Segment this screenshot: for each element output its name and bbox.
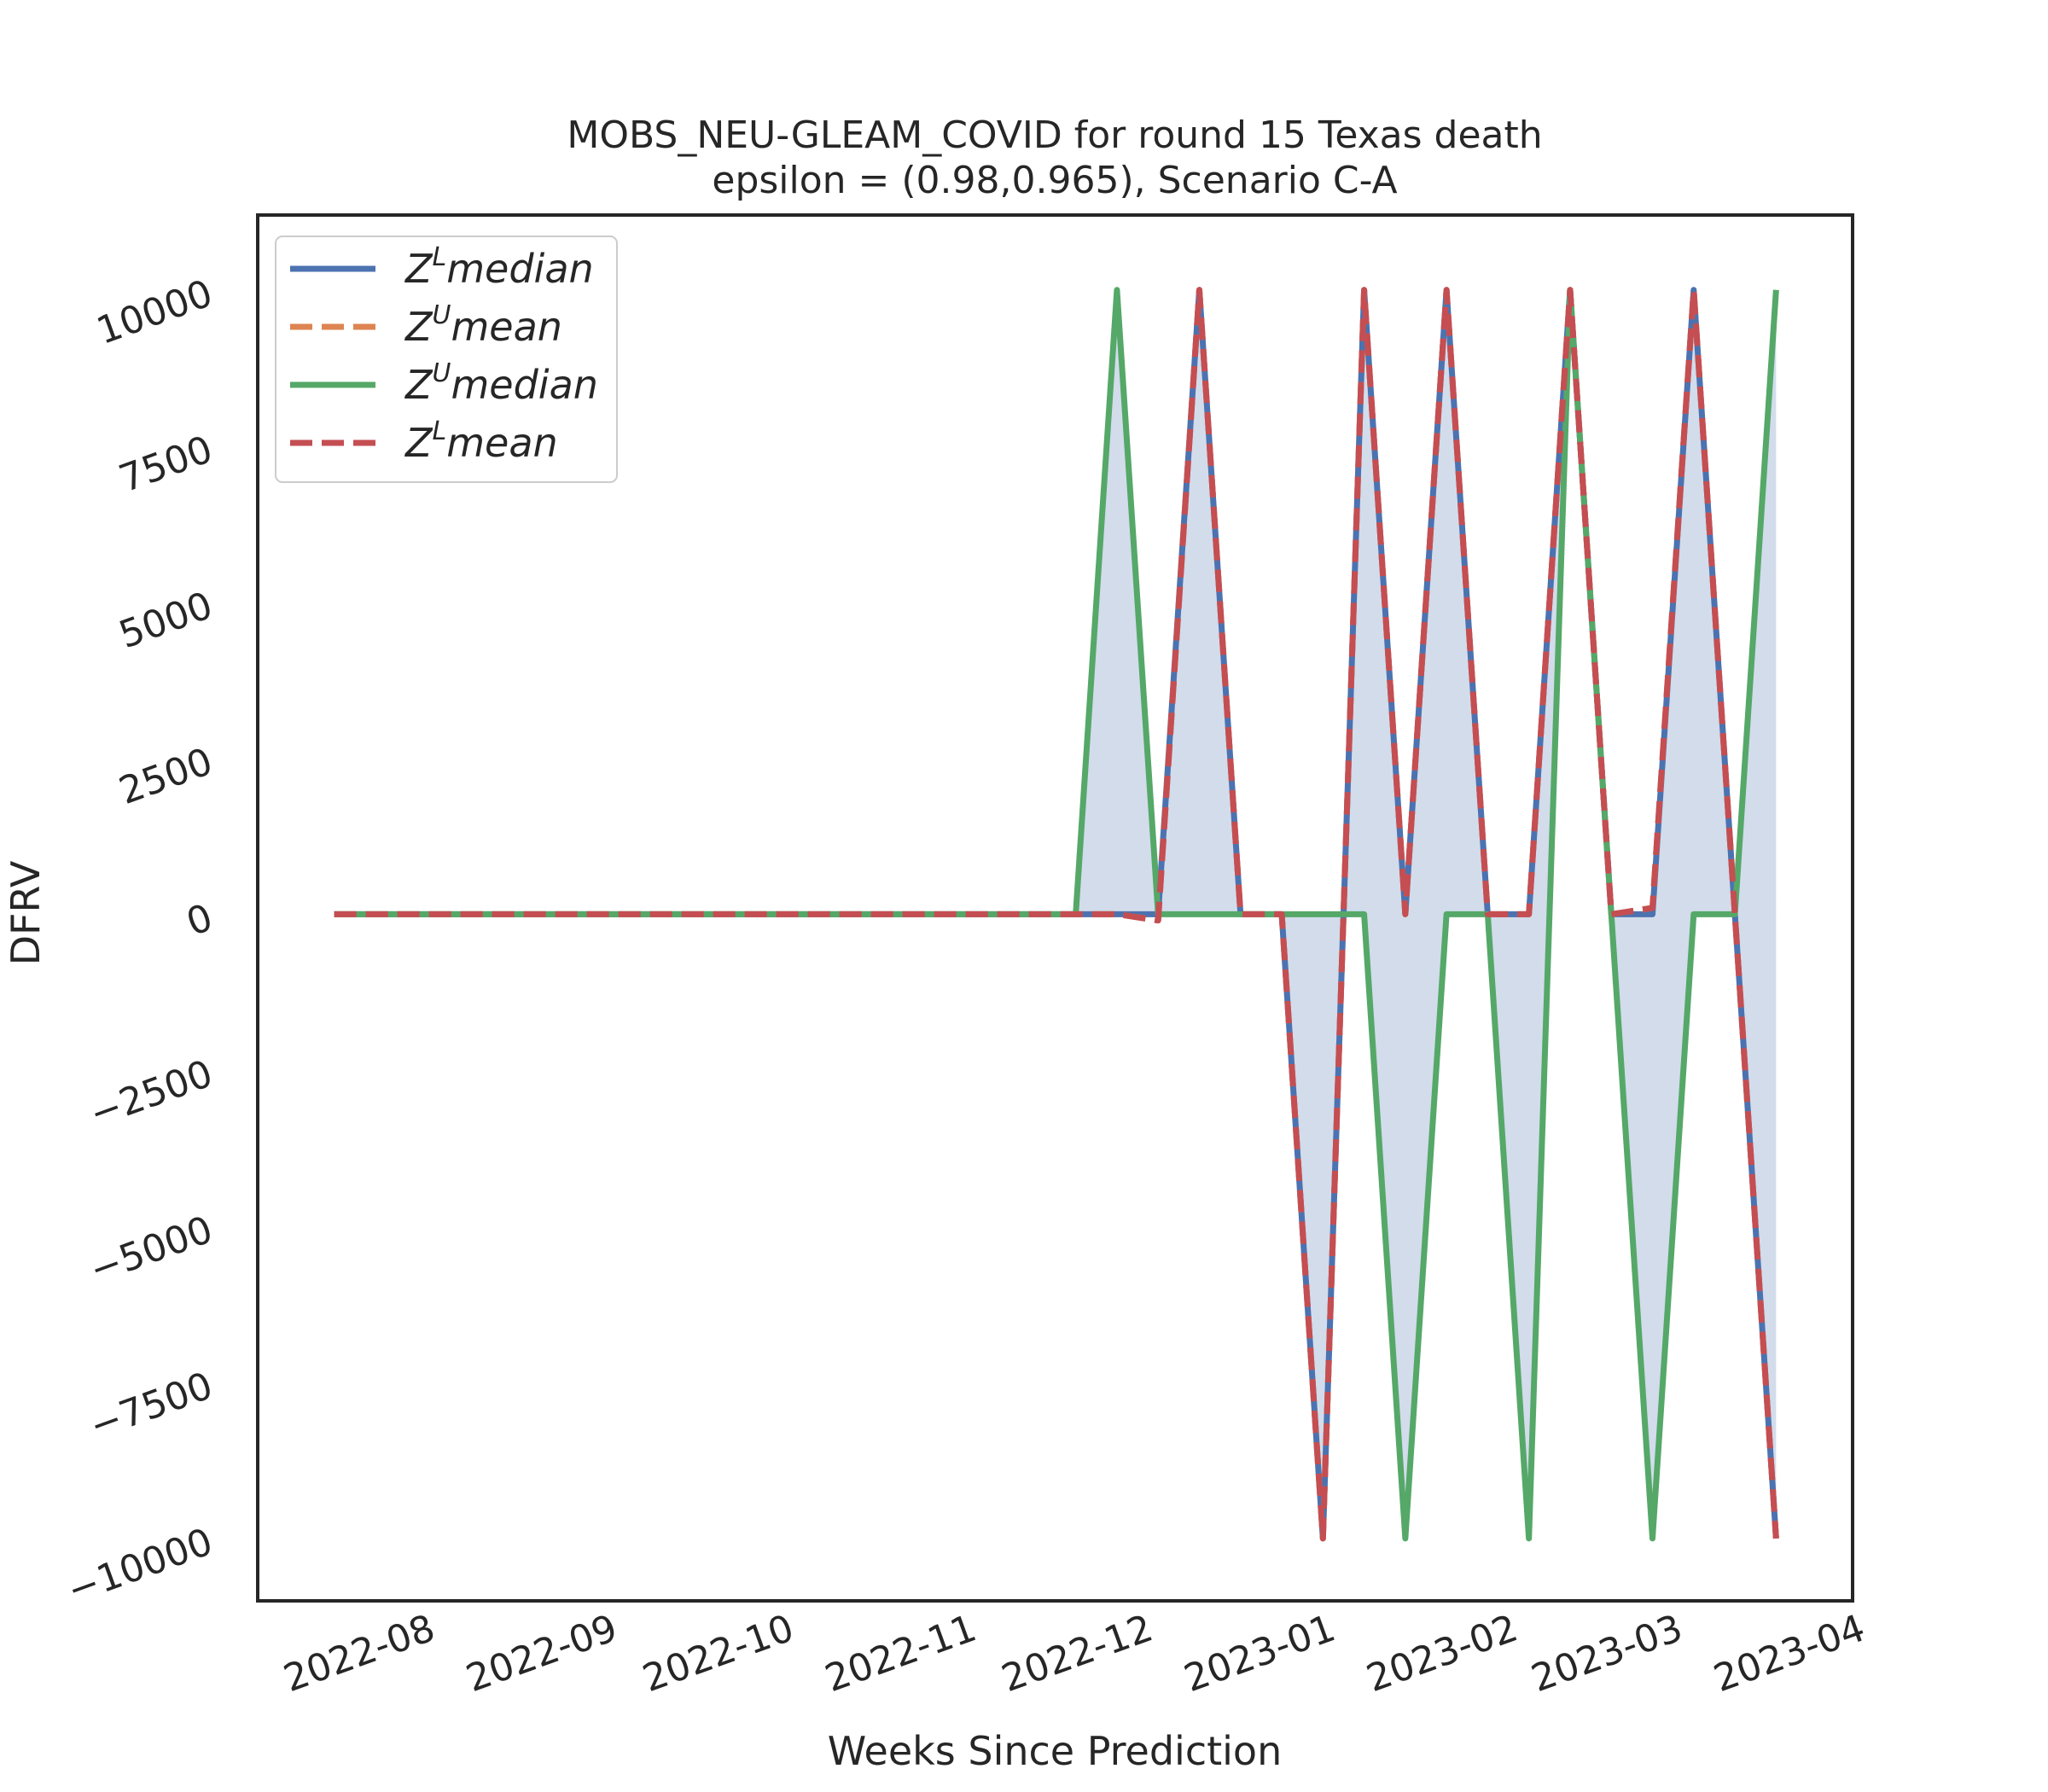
series-line-l-mean [334, 287, 1779, 1542]
chart-title-line-1: MOBS_NEU-GLEAM_COVID for round 15 Texas … [567, 113, 1542, 157]
legend: ZLmedian ZUmean ZUmedian ZLmean [275, 236, 618, 483]
series-layer [334, 287, 1779, 1542]
chart-title-line-2: epsilon = (0.98,0.965), Scenario C-A [712, 159, 1397, 202]
plot-frame [256, 213, 1854, 1603]
legend-entry-label: ZUmean [404, 300, 562, 350]
fill-between-area [334, 289, 1777, 1539]
legend-entry-label: ZLmedian [404, 242, 594, 292]
legend-entry-label: ZUmedian [404, 358, 598, 408]
x-axis-label: Weeks Since Prediction [828, 1728, 1282, 1774]
fill-between-layer [334, 289, 1777, 1539]
plot-area [256, 213, 1854, 1603]
y-axis-label: DFRV [3, 860, 49, 965]
legend-entry-label: ZLmean [404, 416, 558, 466]
legend-frame [275, 236, 618, 483]
